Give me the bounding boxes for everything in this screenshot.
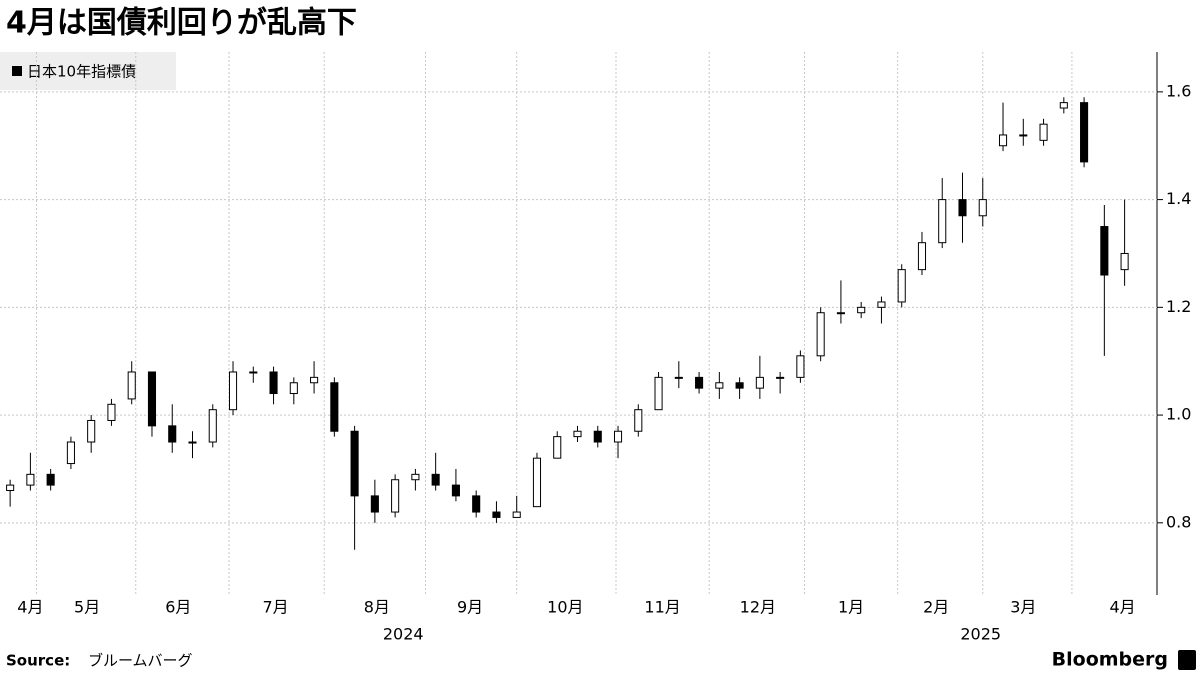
candle-body <box>289 382 298 395</box>
candle-body <box>877 301 886 308</box>
candle-body <box>573 430 582 438</box>
candle-body <box>755 376 764 389</box>
brand: Bloomberg <box>1052 649 1168 671</box>
x-tick-label: 12月 <box>740 598 776 617</box>
candle-body <box>411 473 420 481</box>
x-tick-label: 5月 <box>74 598 100 617</box>
x-tick-label: 4月 <box>1109 598 1135 617</box>
candle-body <box>310 376 319 384</box>
candle-body <box>330 382 339 432</box>
year-label: 2024 <box>383 625 424 644</box>
candle-body <box>147 371 157 427</box>
candle-body <box>1120 252 1129 271</box>
x-tick-label: 7月 <box>262 598 288 617</box>
y-tick-label: 1.4 <box>1166 189 1191 208</box>
candle-body <box>370 495 379 513</box>
candle-body <box>168 425 177 443</box>
candle-body <box>6 484 15 491</box>
candle-body <box>553 436 562 459</box>
candle-body <box>715 382 724 389</box>
source: ブルームバーグ <box>88 652 193 670</box>
y-tick-label: 1.0 <box>1166 405 1191 424</box>
candle-body <box>1019 134 1028 137</box>
candle-body <box>1039 123 1048 141</box>
candle-body <box>46 473 55 486</box>
candle-body <box>634 409 643 432</box>
candle-body <box>107 403 116 421</box>
candle-body <box>613 430 623 443</box>
candle-body <box>776 376 785 379</box>
x-tick-label: 6月 <box>165 598 191 617</box>
candle-body <box>695 376 704 389</box>
candle-body <box>917 242 927 271</box>
candle-body <box>249 371 258 374</box>
candle-body <box>269 371 278 395</box>
candle-body <box>796 355 805 378</box>
candle-body <box>998 134 1008 147</box>
candle-body <box>188 441 197 444</box>
candle-body <box>492 511 501 518</box>
candle-body <box>350 430 359 497</box>
candle-body <box>66 441 75 465</box>
candle-body <box>431 473 440 486</box>
x-tick-label: 11月 <box>644 598 680 617</box>
candle-body <box>938 199 947 244</box>
candle-body <box>87 419 96 443</box>
y-tick-label: 1.2 <box>1166 297 1191 316</box>
x-tick-label: 10月 <box>547 598 583 617</box>
candle-body <box>1100 226 1109 276</box>
x-tick-label: 4月 <box>17 598 43 617</box>
candle-body <box>593 430 602 443</box>
x-tick-label: 3月 <box>1010 598 1036 617</box>
x-tick-label: 2月 <box>923 598 949 617</box>
x-tick-label: 8月 <box>364 598 390 617</box>
candle-body <box>857 306 866 314</box>
y-tick-label: 0.8 <box>1166 512 1191 531</box>
brand-icon <box>1178 650 1196 670</box>
candle-body <box>816 312 825 357</box>
candle-body <box>127 371 136 400</box>
candle-body <box>26 473 35 486</box>
candle-body <box>1059 102 1068 109</box>
chart-title: 4月は国債利回りが乱高下 <box>6 6 357 41</box>
candle-body <box>674 376 683 379</box>
candle-body <box>512 511 521 518</box>
candle-body <box>836 312 845 315</box>
candle-body <box>897 269 906 303</box>
legend-box <box>0 52 176 90</box>
x-tick-label: 1月 <box>838 598 864 617</box>
candle-body <box>978 199 987 217</box>
candle-body <box>228 371 238 411</box>
candle-body <box>735 382 744 389</box>
source-label: Source: <box>6 652 70 670</box>
candle-body <box>958 199 967 217</box>
legend-swatch <box>12 66 22 76</box>
year-label: 2025 <box>960 625 1001 644</box>
candle-body <box>654 376 663 411</box>
candle-body <box>208 409 217 443</box>
legend-label: 日本10年指標債 <box>27 63 136 81</box>
candle-body <box>451 484 460 497</box>
candle-body <box>532 457 542 508</box>
x-tick-label: 9月 <box>457 598 483 617</box>
candle-body <box>1080 102 1089 163</box>
candle-body <box>472 495 481 513</box>
y-tick-label: 1.6 <box>1166 81 1191 100</box>
candle-body <box>391 479 400 513</box>
